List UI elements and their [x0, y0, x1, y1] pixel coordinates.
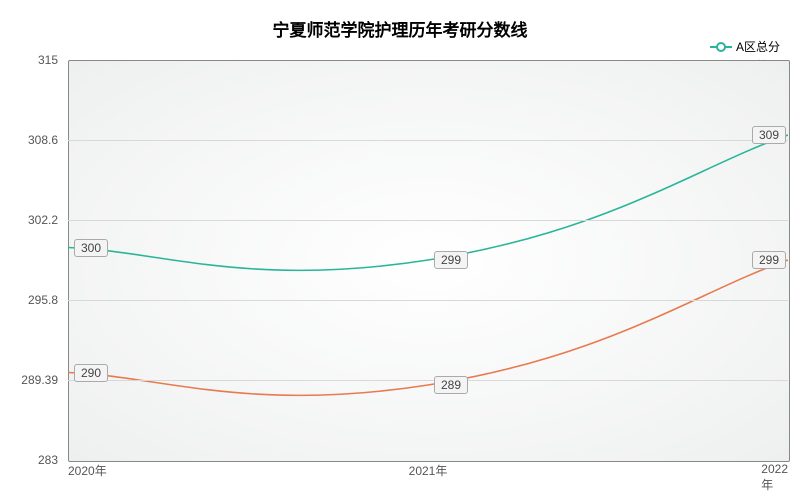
legend-label-a: A区总分: [736, 38, 780, 55]
y-tick-label: 289.39: [21, 373, 58, 387]
gridline: [68, 220, 788, 221]
plot-area: 300 299 309 290 289 299: [68, 60, 788, 460]
y-tick-label: 302.2: [28, 213, 58, 227]
y-axis: 283289.39295.8302.2308.6315: [0, 60, 64, 460]
x-axis: 2020年2021年2022年: [68, 462, 788, 482]
data-label: 289: [434, 376, 468, 394]
data-label: 299: [434, 251, 468, 269]
chart-container: 宁夏师范学院护理历年考研分数线 A区总分 B区总分 283289.39295.8…: [0, 0, 800, 500]
data-label: 309: [752, 126, 786, 144]
y-tick-label: 315: [38, 53, 58, 67]
legend-swatch-a: [710, 46, 732, 48]
x-tick-label: 2020年: [68, 462, 107, 479]
y-tick-label: 295.8: [28, 293, 58, 307]
x-tick-label: 2022年: [761, 462, 788, 493]
y-tick-label: 283: [38, 453, 58, 467]
data-label: 290: [74, 364, 108, 382]
gridline: [68, 380, 788, 381]
series-line-0: [68, 135, 788, 270]
plot-svg: [68, 60, 788, 460]
data-label: 299: [752, 251, 786, 269]
gridline: [68, 140, 788, 141]
chart-title: 宁夏师范学院护理历年考研分数线: [0, 16, 800, 41]
data-label: 300: [74, 239, 108, 257]
y-tick-label: 308.6: [28, 133, 58, 147]
gridline: [68, 300, 788, 301]
series-line-1: [68, 260, 788, 395]
x-tick-label: 2021年: [409, 462, 448, 479]
legend-item-a: A区总分: [710, 38, 780, 55]
